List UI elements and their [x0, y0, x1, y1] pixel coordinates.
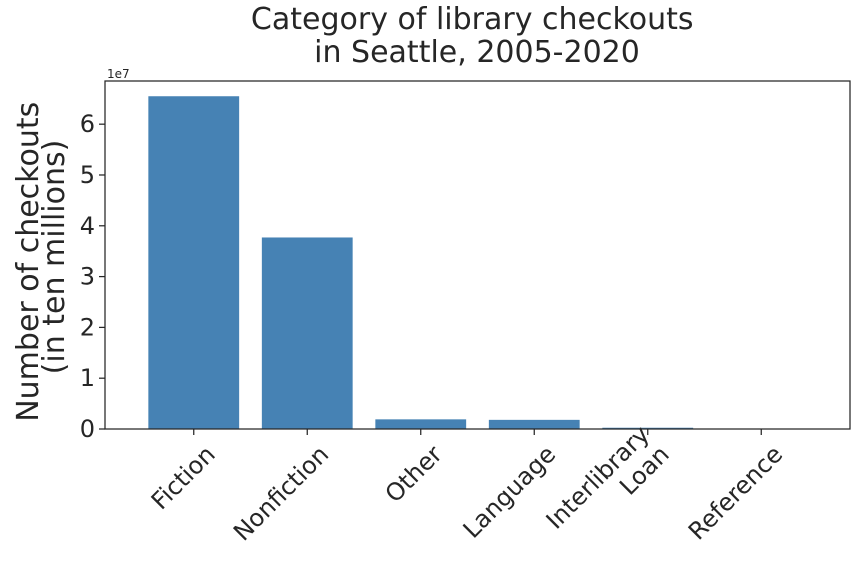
svg-text:Reference: Reference — [683, 440, 788, 545]
chart-title-line-2: in Seattle, 2005-2020 — [314, 35, 640, 70]
y-tick-label: 3 — [80, 263, 95, 291]
svg-text:Number of checkouts (in: Number of checkouts (in ten millions) — [11, 92, 72, 422]
chart-title: Category of library checkouts in Seattle… — [251, 2, 703, 70]
x-tick-label-line: Reference — [683, 440, 788, 545]
x-tick-label-line: Language — [458, 440, 562, 544]
x-tick-label-language: Language — [458, 440, 562, 544]
x-tick-label-other: Other — [380, 440, 448, 508]
svg-text:Other: Other — [380, 440, 448, 508]
x-tick-label-nonfiction: Nonfiction — [228, 440, 334, 546]
y-axis: 0 1 2 3 4 5 6 — [80, 110, 105, 443]
x-tick-label-line: Fiction — [146, 440, 221, 515]
x-tick-label-line: Nonfiction — [228, 440, 334, 546]
y-axis-label: Number of checkouts (in ten millions) — [11, 92, 72, 422]
y-tick-label: 2 — [80, 313, 95, 341]
y-axis-label-line-2: (in ten millions) — [37, 140, 72, 375]
svg-text:InterlibraryLoan: InterlibraryLoan — [541, 420, 675, 554]
bars-group — [148, 96, 807, 429]
bar-fiction — [148, 96, 240, 429]
y-tick-label: 5 — [80, 161, 95, 189]
svg-text:Fiction: Fiction — [146, 440, 221, 515]
y-axis-label-line-1: Number of checkouts — [11, 102, 46, 422]
bar-language — [488, 419, 580, 429]
svg-text:Nonfiction: Nonfiction — [228, 440, 334, 546]
y-tick-label: 6 — [80, 110, 95, 138]
bar-interlibrary-loan — [602, 427, 694, 429]
x-tick-label-reference: Reference — [683, 440, 788, 545]
y-axis-offset-label: 1e7 — [107, 67, 130, 81]
chart-title-line-1: Category of library checkouts — [251, 2, 694, 37]
x-tick-label-line: Other — [380, 440, 448, 508]
bar-other — [375, 419, 467, 429]
x-axis: Fiction Nonfiction Other LanguageInterlibra… — [146, 420, 788, 554]
y-tick-label: 0 — [80, 415, 95, 443]
y-tick-label: 4 — [80, 212, 95, 240]
svg-text:Language: Language — [458, 440, 562, 544]
bar-nonfiction — [261, 237, 353, 429]
plot-frame — [104, 80, 851, 430]
x-tick-label-fiction: Fiction — [146, 440, 221, 515]
y-tick-label: 1 — [80, 364, 95, 392]
x-tick-label-interlibrary-loan: InterlibraryLoan — [541, 420, 675, 554]
